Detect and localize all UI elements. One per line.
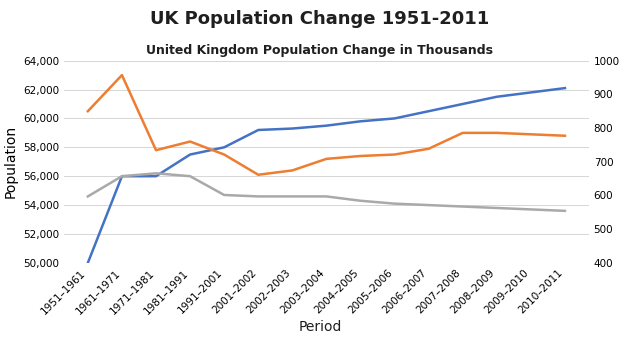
- Text: Period: Period: [298, 319, 342, 334]
- Text: UK Population Change 1951-2011: UK Population Change 1951-2011: [150, 10, 490, 28]
- Text: United Kingdom Population Change in Thousands: United Kingdom Population Change in Thou…: [147, 44, 493, 57]
- Y-axis label: Population: Population: [3, 125, 17, 198]
